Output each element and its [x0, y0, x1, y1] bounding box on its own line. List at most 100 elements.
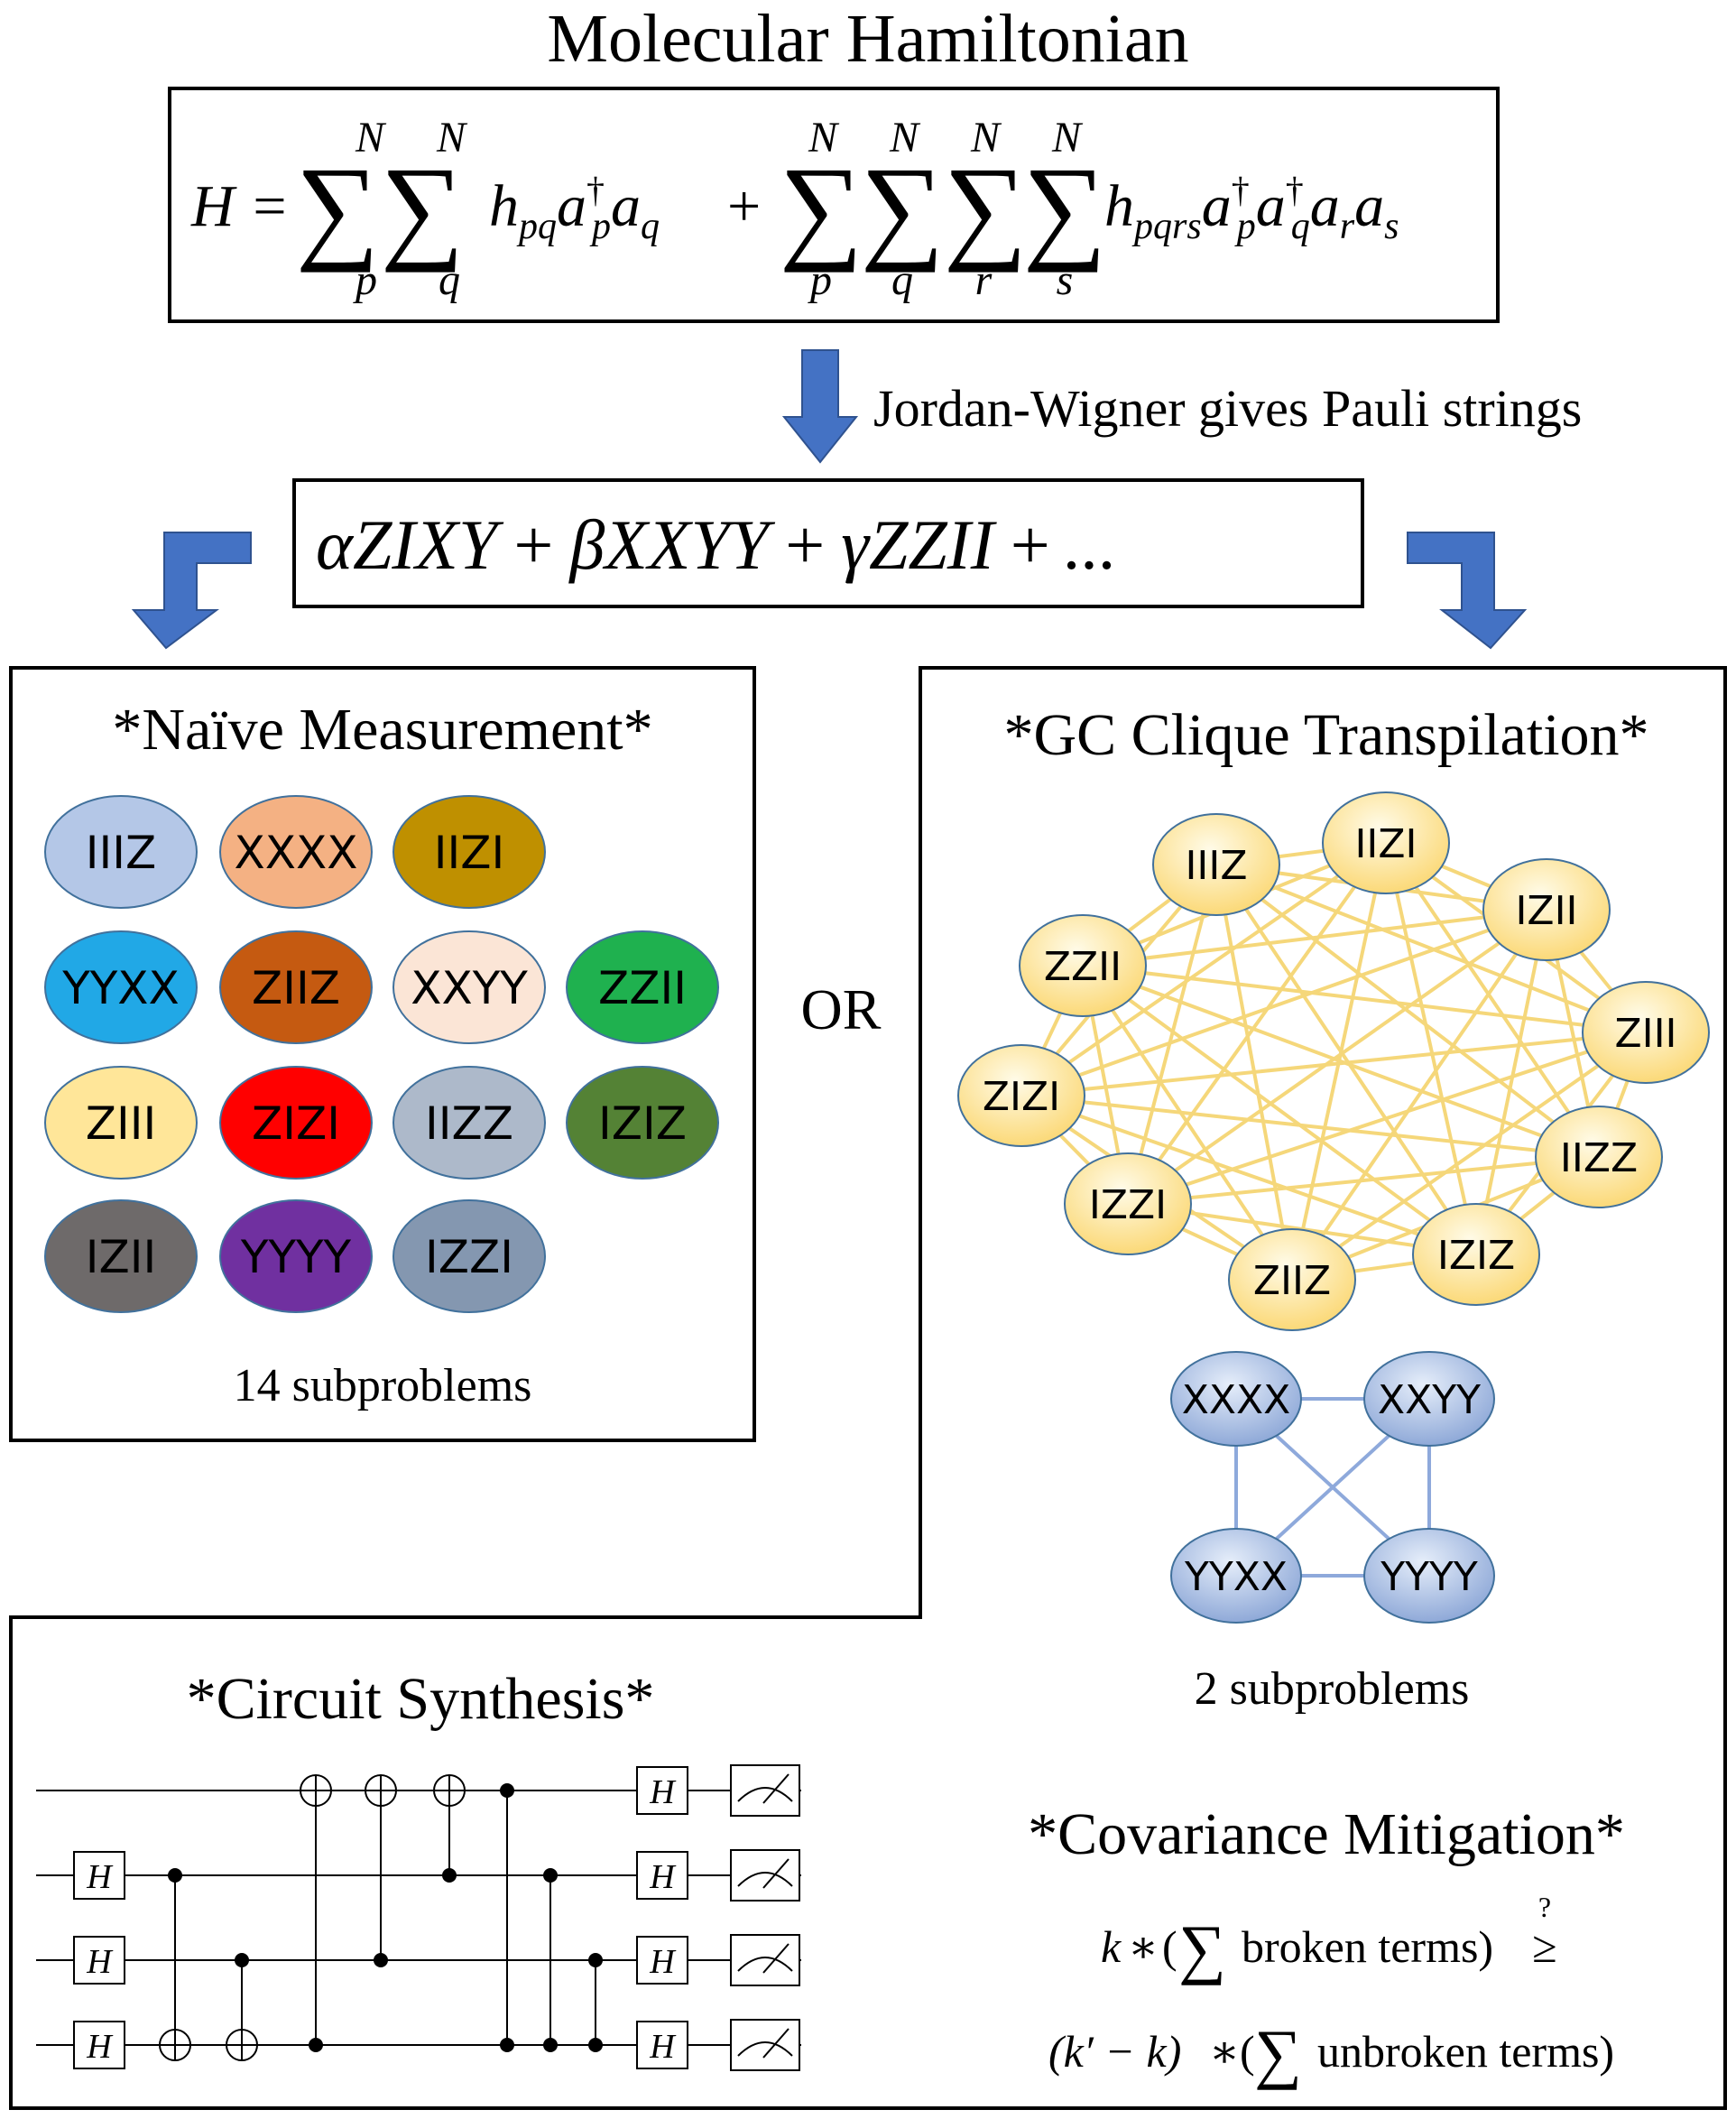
- hadamard-gate: H: [73, 2021, 125, 2069]
- svg-text:unbroken terms): unbroken terms): [1317, 2026, 1614, 2077]
- svg-text:N: N: [889, 114, 921, 162]
- clique-node-label: IZZI: [1089, 1182, 1167, 1228]
- svg-text:r: r: [975, 256, 993, 304]
- clique-node-label: YYYY: [1380, 1554, 1478, 1600]
- svg-text:(k′ − k): (k′ − k): [1048, 2026, 1181, 2077]
- corner-arrow-right-icon: [1407, 532, 1528, 650]
- hadamard-gate: H: [636, 1851, 688, 1900]
- svg-text:k: k: [1101, 1921, 1122, 1972]
- sum-q-2: ∑ N q: [861, 114, 945, 304]
- clique-node-label: IIIZ: [1185, 843, 1247, 889]
- clique-node-label: ZIZI: [983, 1074, 1060, 1120]
- gc-and-synthesis-outline: [9, 666, 1727, 2110]
- clique-edge-yellow: [1384, 841, 1601, 1159]
- clique-node-zizi: ZIZI: [957, 1044, 1085, 1147]
- hadamard-label: H: [649, 1773, 677, 1811]
- control-dot: [309, 2038, 323, 2052]
- pauli-ellipse-iizi: IIZI: [392, 795, 546, 909]
- clique-node-label: IIZZ: [1560, 1135, 1638, 1181]
- hadamard-label: H: [86, 2028, 114, 2066]
- cnot-target-icon: [365, 1774, 397, 1807]
- sum-p-1: ∑ N p: [296, 114, 387, 304]
- pauli-ellipse-ziiz: ZIIZ: [219, 930, 373, 1044]
- svg-text:(: (: [1240, 2026, 1255, 2077]
- covariance-line-2: (k′ − k) ∗ ( ∑ unbroken terms): [1048, 2017, 1614, 2091]
- term-two: hpqrsa† pa† qaras: [1104, 170, 1399, 247]
- clique-node-label: ZIIZ: [1253, 1258, 1331, 1304]
- pauli-ellipse-zzii: ZZII: [566, 930, 719, 1044]
- clique-node-ziii: ZIII: [1582, 981, 1710, 1084]
- pauli-ellipse-iziz: IZIZ: [566, 1066, 719, 1180]
- svg-text:p: p: [353, 256, 377, 304]
- svg-text:N: N: [355, 114, 387, 162]
- svg-text:s: s: [1057, 256, 1074, 304]
- clique-node-iizz: IIZZ: [1535, 1106, 1663, 1208]
- svg-text:N: N: [1051, 114, 1084, 162]
- clique-edge-yellow: [1126, 864, 1218, 1205]
- clique-edge-yellow: [1290, 1031, 1648, 1282]
- circuit-title: *Circuit Synthesis*: [187, 1666, 655, 1732]
- clique-node-label: ZZII: [1044, 944, 1122, 990]
- pauli-ellipse-label: IZIZ: [598, 1097, 687, 1150]
- clique-node-izii: IZII: [1482, 858, 1611, 961]
- covariance-panel: *Covariance Mitigation* k ∗ ( ∑ broken t…: [1028, 1801, 1625, 2091]
- pauli-ellipse-label: YYYY: [240, 1231, 352, 1283]
- control-dot: [588, 2038, 603, 2052]
- hadamard-gate: H: [636, 2021, 688, 2069]
- clique-edge-yellow: [1215, 863, 1647, 1034]
- clique-edge-yellow: [1474, 909, 1548, 1255]
- svg-text:∑: ∑: [861, 143, 945, 273]
- control-dot: [374, 1953, 388, 1967]
- pauli-ellipse-label: YYXX: [61, 962, 180, 1014]
- measurement-meter-icon: [730, 1764, 800, 1817]
- clique-node-izzi: IZZI: [1064, 1152, 1192, 1255]
- sum-r: ∑ N r: [944, 114, 1028, 304]
- page-title: Molecular Hamiltonian: [547, 1, 1188, 77]
- jordan-wigner-label: Jordan-Wigner gives Pauli strings: [873, 379, 1582, 438]
- hadamard-label: H: [649, 1943, 677, 1981]
- pauli-ellipse-label: IIIZ: [86, 827, 157, 879]
- naive-caption: 14 subproblems: [234, 1360, 532, 1411]
- gc-caption: 2 subproblems: [1195, 1663, 1470, 1715]
- pauli-ellipse-label: XXXX: [234, 827, 357, 879]
- control-dot: [235, 1953, 249, 1967]
- clique-edge-yellow: [1127, 1031, 1647, 1206]
- clique-node-label: ZIII: [1614, 1011, 1676, 1057]
- clique-node-label: YYXX: [1184, 1554, 1288, 1600]
- pauli-sum-box: αZIXY + βXXYY + γZZII +...: [292, 478, 1364, 608]
- svg-text:∗: ∗: [1128, 1921, 1159, 1972]
- clique-edge-yellow: [1126, 908, 1548, 1206]
- or-label: OR: [801, 977, 882, 1041]
- svg-text:∑: ∑: [780, 143, 863, 273]
- hadamard-gate: H: [73, 1936, 125, 1985]
- pauli-ellipse-label: IIZZ: [425, 1097, 513, 1150]
- hadamard-label: H: [86, 1858, 114, 1896]
- svg-text:∑: ∑: [381, 143, 465, 273]
- pauli-ellipse-ziii: ZIII: [44, 1066, 198, 1180]
- measurement-meter-icon: [730, 1849, 800, 1902]
- pauli-ellipse-label: XXYY: [411, 962, 528, 1014]
- cnot-target-icon: [159, 2029, 191, 2061]
- pauli-ellipse-xxyy: XXYY: [392, 930, 546, 1044]
- naive-title: *Naïve Measurement*: [112, 697, 652, 763]
- clique-edge-yellow: [1020, 1094, 1477, 1256]
- pauli-ellipse-label: ZIIZ: [252, 962, 340, 1014]
- clique-edge-yellow: [1082, 964, 1600, 1159]
- pauli-ellipse-label: ZIII: [86, 1097, 157, 1150]
- control-dot: [168, 1868, 182, 1883]
- svg-text:q: q: [891, 256, 913, 304]
- control-dot: [543, 1868, 558, 1883]
- pauli-ellipse-label: ZIZI: [252, 1097, 340, 1150]
- clique-edge-yellow: [1081, 964, 1478, 1256]
- naive-measurement-panel: *Naïve Measurement* IIIZ XXXX IIZI YYXX ZIIZ…: [9, 666, 756, 1442]
- control-dot: [500, 2038, 514, 2052]
- sum-p-2: ∑ N p: [780, 114, 863, 304]
- pauli-ellipse-yyyy: YYYY: [219, 1199, 373, 1313]
- svg-text:(: (: [1162, 1921, 1177, 1972]
- hadamard-gate: H: [73, 1851, 125, 1900]
- clique-node-iizi: IIZI: [1322, 791, 1450, 894]
- measurement-meter-icon: [730, 2019, 800, 2071]
- clique-node-label: IIZI: [1354, 821, 1417, 867]
- clique-edge-yellow: [1020, 841, 1388, 1097]
- pauli-ellipse-zizi: ZIZI: [219, 1066, 373, 1180]
